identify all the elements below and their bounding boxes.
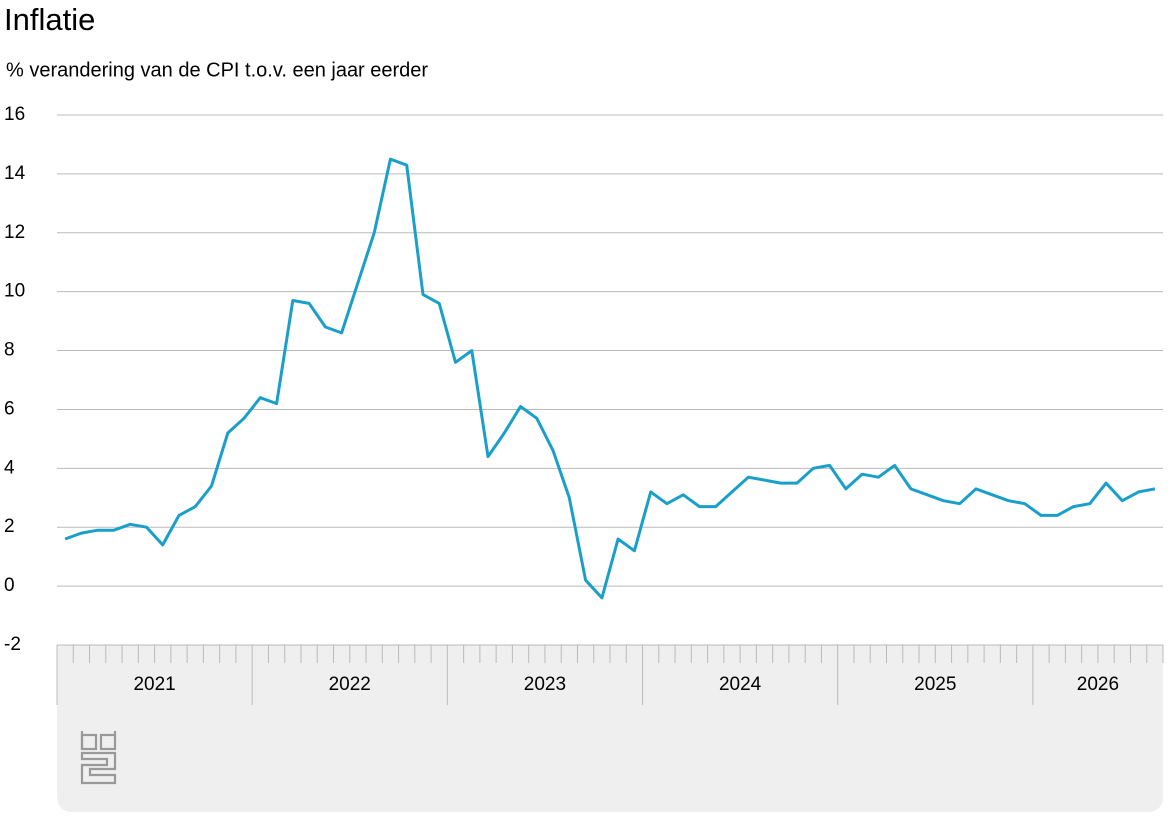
y-tick-label: 4 xyxy=(4,457,15,478)
line-series xyxy=(64,157,1156,600)
logo xyxy=(80,731,117,785)
x-tick-label: 2021 xyxy=(133,674,175,695)
y-tick-label: 2 xyxy=(4,516,15,537)
y-tick-label: 10 xyxy=(4,281,25,302)
y-tick-label: 14 xyxy=(4,163,26,184)
x-tick-label: 2026 xyxy=(1077,674,1119,695)
y-tick-label: 12 xyxy=(4,222,25,243)
chart-title: Inflatie xyxy=(4,2,95,37)
x-tick-label: 2023 xyxy=(524,674,566,695)
x-tick-label: 2022 xyxy=(329,674,371,695)
y-tick-label: -2 xyxy=(4,634,21,655)
y-tick-label: 6 xyxy=(4,398,15,419)
y-tick-label: 0 xyxy=(4,575,15,596)
y-tick-label: 16 xyxy=(4,104,25,125)
x-tick-label: 2024 xyxy=(719,674,762,695)
chart-subtitle: % verandering van de CPI t.o.v. een jaar… xyxy=(6,59,428,81)
x-axis-band xyxy=(57,645,1163,812)
y-tick-label: 8 xyxy=(4,340,15,361)
x-tick-label: 2025 xyxy=(914,674,956,695)
